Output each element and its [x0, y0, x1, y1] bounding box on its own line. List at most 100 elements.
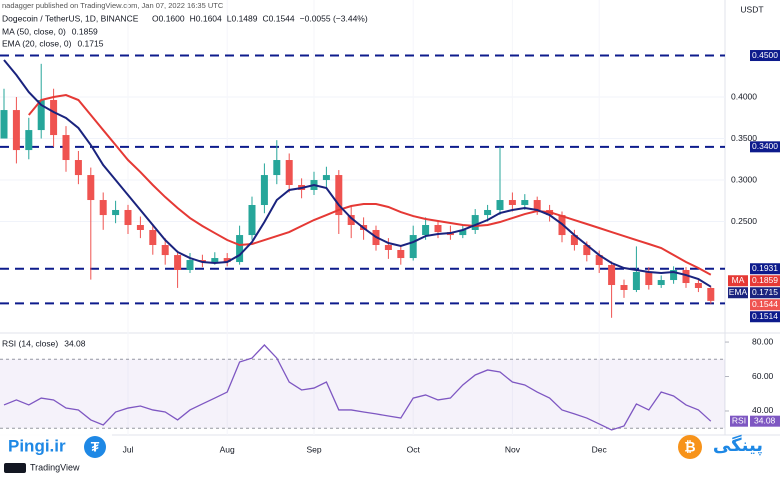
axis-box: [750, 311, 780, 323]
candle-body: [347, 215, 355, 226]
candle-body: [161, 245, 169, 256]
axis-box: [750, 415, 780, 427]
branding: Pingi.ir ₮ TradingView ₿ پینگی: [0, 433, 763, 473]
candle-body: [632, 271, 640, 290]
axis-box: [750, 299, 780, 311]
candle-body: [682, 269, 690, 284]
candle-body: [99, 200, 107, 216]
axis-box: [750, 263, 780, 275]
candle-body: [124, 209, 132, 226]
axis-tag: [728, 275, 748, 287]
y-tick-label: 0.2500: [731, 216, 757, 226]
candle-body: [620, 285, 628, 290]
candle-body: [223, 258, 231, 263]
candle-body: [87, 175, 95, 201]
candle-body: [149, 229, 157, 246]
candle-body: [484, 209, 492, 216]
candle-body: [236, 235, 244, 263]
candle-body: [25, 130, 33, 151]
candle-body: [12, 110, 20, 151]
candle-body: [670, 269, 678, 281]
platform-logo: [4, 463, 26, 473]
ohlc-readout: L0.1489: [227, 13, 258, 23]
candle-body: [0, 110, 8, 139]
axis-tag: [728, 287, 748, 299]
candle-body: [459, 229, 467, 236]
site-name: Pingi.ir: [8, 436, 66, 455]
candle-body: [471, 215, 479, 230]
candle-body: [583, 245, 591, 256]
axis-tag-label: EMA: [729, 287, 748, 297]
x-tick-label: Dec: [592, 444, 608, 454]
y-tick-label: 40.00: [752, 405, 774, 415]
candle-body: [397, 249, 405, 259]
axis-box: [750, 141, 780, 153]
candle-body: [384, 245, 392, 250]
axis-box-label: 0.1715: [752, 287, 778, 297]
candle-body: [508, 200, 516, 206]
y-tick-label: 80.00: [752, 336, 774, 346]
axis-tag: [730, 415, 748, 427]
axis-box-label: 0.1514: [752, 311, 778, 321]
candle-body: [136, 225, 144, 230]
candle-body: [37, 100, 45, 131]
axis-box: [750, 50, 780, 62]
candle-body: [273, 160, 281, 176]
axis-box-label: 0.1931: [752, 263, 778, 273]
y-tick-label: 60.00: [752, 371, 774, 381]
candle-body: [248, 205, 256, 236]
candle-body: [707, 288, 715, 301]
rsi-line: [3, 344, 712, 431]
x-tick-label: Jul: [123, 444, 134, 454]
legend-label: MA (50, close, 0): [2, 26, 66, 36]
indicator-line: [3, 59, 712, 288]
candle-body: [657, 280, 665, 286]
candle-body: [260, 175, 268, 206]
candle-body: [62, 135, 70, 161]
x-tick-label: Oct: [407, 444, 421, 454]
ohlc-readout: −0.0055 (−3.44%): [300, 13, 368, 23]
axis-box-label: 34.08: [754, 415, 776, 425]
candle-body: [409, 235, 417, 259]
candle-body: [521, 200, 529, 206]
y-tick-label: 0.3000: [731, 174, 757, 184]
axis-tag-label: RSI: [732, 415, 746, 425]
indicator-line: [28, 94, 712, 276]
site-logo: [84, 436, 106, 458]
legend-value: 0.1859: [72, 26, 98, 36]
axis-box: [750, 287, 780, 299]
rsi-band: [0, 359, 725, 429]
legend-label: EMA (20, close, 0): [2, 38, 72, 48]
candle-body: [422, 225, 430, 236]
ohlc-readout: C0.1544: [263, 13, 295, 23]
y-tick-label: 0.4000: [731, 91, 757, 101]
legend-value: 0.1715: [77, 38, 103, 48]
candle-body: [595, 255, 603, 266]
platform-name: TradingView: [30, 462, 80, 472]
ohlc-readout: H0.1604: [190, 13, 222, 23]
x-tick-label: Sep: [306, 444, 321, 454]
candle-body: [285, 160, 293, 186]
candle-body: [570, 235, 578, 246]
candle-body: [211, 258, 219, 263]
axis-label: USDT: [740, 4, 763, 14]
candle-body: [335, 175, 343, 216]
axis-box-label: 0.1544: [752, 299, 778, 309]
ohlc-readout: O0.1600: [152, 13, 185, 23]
candle-body: [496, 200, 504, 210]
candle-body: [50, 100, 58, 136]
rsi-legend-value: 34.08: [64, 338, 86, 348]
candle-body: [322, 175, 330, 181]
site-name-fa: پینگی: [713, 434, 763, 456]
site-logo-glyph: ₮: [91, 439, 100, 455]
candle-body: [174, 255, 182, 270]
y-tick-label: 0.3500: [731, 133, 757, 143]
axis-box-label: 0.4500: [752, 50, 778, 60]
rsi-title: RSI (14, close): [2, 338, 58, 348]
candle-body: [112, 209, 120, 216]
x-tick-label: Nov: [505, 444, 521, 454]
candle-body: [74, 160, 82, 176]
candle-body: [608, 265, 616, 286]
